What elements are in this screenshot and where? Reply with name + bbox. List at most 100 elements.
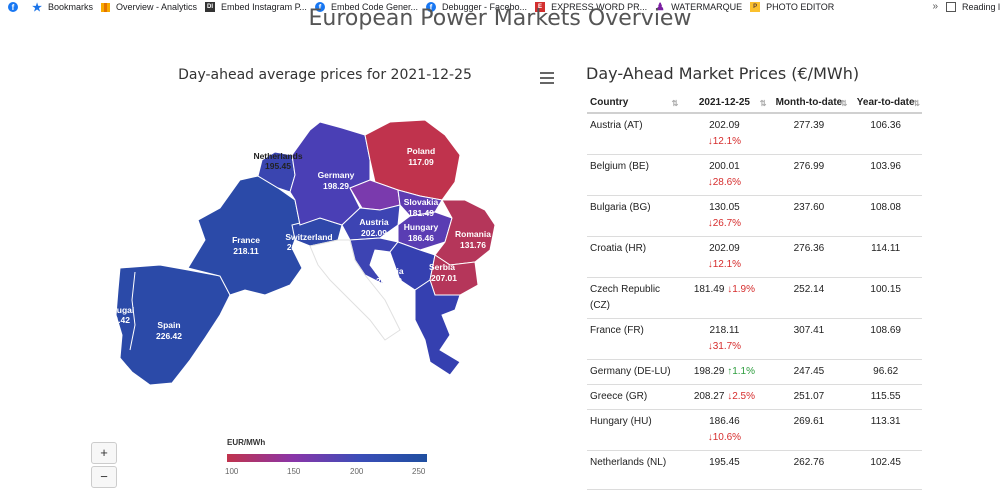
- country-name: Austria (AT): [590, 120, 643, 131]
- sort-icon[interactable]: ⇅: [671, 99, 679, 108]
- facebook-icon: f: [314, 2, 325, 12]
- bookmark-debugger[interactable]: f Debugger - Facebo...: [426, 0, 527, 14]
- cell-country: Austria (AT): [587, 113, 681, 155]
- table-row: Netherlands (NL) 195.45 262.76 102.45: [587, 450, 922, 490]
- bookmark-facebook[interactable]: f: [8, 0, 24, 14]
- mtd-value: 251.07: [793, 391, 825, 402]
- cell-ytd: 96.62: [849, 359, 922, 385]
- bookmark-express-word[interactable]: E EXPRESS WORD PR...: [535, 0, 647, 14]
- region-greece[interactable]: [414, 279, 461, 376]
- bookmark-label: WATERMARQUE: [671, 2, 743, 12]
- country-name: Bulgaria (BG): [590, 202, 651, 213]
- price-change: ↓28.6%: [708, 177, 741, 188]
- country-name: Greece (GR): [590, 391, 648, 402]
- price-change: ↑1.1%: [727, 366, 755, 377]
- change-value: 12.1%: [712, 259, 742, 270]
- label-bulgaria-name: Bulgaria: [481, 275, 515, 285]
- label-croatia-name: Croatia: [374, 266, 404, 276]
- zoom-in-button[interactable]: +: [91, 442, 117, 464]
- cell-price: 208.27 ↓2.5%: [680, 384, 769, 410]
- ytd-value: 102.45: [870, 457, 901, 468]
- bookmark-watermarque[interactable]: ♟ WATERMARQUE: [655, 0, 742, 14]
- price-value: 208.27: [693, 391, 725, 402]
- region-poland[interactable]: [364, 119, 461, 201]
- mtd-value: 237.60: [793, 202, 825, 213]
- label-hungary-name: Hungary: [404, 222, 439, 232]
- di-icon: DI: [205, 2, 216, 12]
- legend-tick: 200: [350, 467, 364, 476]
- cell-price: 195.45: [680, 450, 769, 490]
- change-value: 31.7%: [712, 341, 742, 352]
- column-header-ytd[interactable]: Year-to-date ⇅: [849, 93, 922, 114]
- facebook-icon: f: [8, 2, 18, 12]
- region-iberia[interactable]: [115, 264, 231, 386]
- header-label: Month-to-date: [775, 97, 843, 108]
- cell-country: Croatia (HR): [587, 236, 681, 278]
- sort-icon[interactable]: ⇅: [759, 99, 767, 108]
- label-austria-value: 202.09: [361, 228, 387, 238]
- bookmark-embed-code[interactable]: f Embed Code Gener...: [314, 0, 418, 14]
- reading-list-button[interactable]: Reading l: [945, 0, 1000, 14]
- price-value: 186.46: [709, 416, 740, 427]
- cell-ytd: 115.55: [849, 384, 922, 410]
- cell-mtd: 276.36: [768, 236, 850, 278]
- mtd-value: 276.99: [793, 161, 825, 172]
- cell-ytd: 108.08: [849, 195, 922, 237]
- label-france-value: 218.11: [233, 246, 259, 256]
- photoeditor-icon: P: [750, 2, 761, 12]
- price-value: 202.09: [709, 120, 740, 131]
- watermark-icon: ♟: [655, 1, 665, 13]
- price-change: ↓10.6%: [708, 432, 741, 443]
- cell-mtd: 277.39: [768, 113, 850, 155]
- price-change: ↓12.1%: [708, 259, 741, 270]
- reading-list-icon: [945, 2, 956, 12]
- table-row: Greece (GR) 208.27 ↓2.5% 251.07 115.55: [587, 384, 922, 410]
- bookmark-label: EXPRESS WORD PR...: [551, 2, 648, 12]
- change-arrow-icon: ↓: [727, 284, 733, 295]
- sort-icon[interactable]: ⇅: [913, 99, 920, 108]
- country-name: Czech Republic (CZ): [590, 284, 661, 311]
- price-change: ↓31.7%: [708, 341, 741, 352]
- column-header-country[interactable]: Country ⇅: [587, 93, 681, 114]
- cell-country: Hungary (HU): [587, 409, 681, 451]
- bookmark-embed-instagram[interactable]: DI Embed Instagram P...: [205, 0, 307, 14]
- region-germany[interactable]: [289, 121, 371, 226]
- cell-mtd: 276.99: [768, 154, 850, 196]
- price-change: ↓12.1%: [708, 136, 741, 147]
- country-name: Netherlands (NL): [590, 457, 667, 468]
- cell-ytd: 113.31: [849, 409, 922, 451]
- header-label: Country: [590, 97, 629, 108]
- sort-icon[interactable]: ⇅: [840, 99, 848, 108]
- label-switzerland-name: Switzerland: [285, 232, 332, 242]
- label-netherlands-name: Netherlands: [253, 151, 302, 161]
- label-slovakia-value: 181.49: [408, 208, 434, 218]
- change-arrow-icon: ↓: [707, 136, 713, 147]
- mtd-value: 262.76: [793, 457, 825, 468]
- country-name: Croatia (HR): [590, 243, 647, 254]
- page-title: European Power Markets Overview: [308, 6, 692, 31]
- table-row: Croatia (HR) 202.09 ↓12.1% 276.36 114.11: [587, 236, 922, 278]
- chart-menu-icon[interactable]: [540, 72, 554, 84]
- bookmark-photo-editor[interactable]: P PHOTO EDITOR: [750, 0, 834, 14]
- more-bookmarks-button[interactable]: »: [932, 1, 938, 12]
- change-arrow-icon: ↓: [727, 391, 733, 402]
- region-portugal-border: [129, 271, 136, 351]
- change-value: 26.7%: [712, 218, 742, 229]
- cell-mtd: 262.76: [768, 450, 850, 490]
- bookmark-analytics[interactable]: Overview - Analytics: [101, 0, 197, 14]
- table-row: Austria (AT) 202.09 ↓12.1% 277.39 106.36: [587, 113, 922, 155]
- bookmark-bookmarks[interactable]: ★ Bookmarks: [32, 0, 93, 14]
- column-header-mtd[interactable]: Month-to-date ⇅: [768, 93, 850, 114]
- cell-price: 202.09 ↓12.1%: [680, 236, 769, 278]
- change-value: 2.5%: [732, 391, 755, 402]
- column-header-date[interactable]: 2021-12-25 ⇅: [680, 93, 769, 114]
- change-arrow-icon: ↑: [727, 366, 733, 377]
- price-value: 202.09: [709, 243, 740, 254]
- cell-price: 130.05 ↓26.7%: [680, 195, 769, 237]
- cell-ytd: 103.96: [849, 154, 922, 196]
- table-row: Hungary (HU) 186.46 ↓10.6% 269.61 113.31: [587, 409, 922, 451]
- prices-table: Country ⇅ 2021-12-25 ⇅ Month-to-date ⇅ Year…: [587, 93, 922, 490]
- legend-title: EUR/MWh: [227, 438, 266, 447]
- zoom-out-button[interactable]: −: [91, 466, 117, 488]
- ytd-value: 114.11: [871, 243, 901, 254]
